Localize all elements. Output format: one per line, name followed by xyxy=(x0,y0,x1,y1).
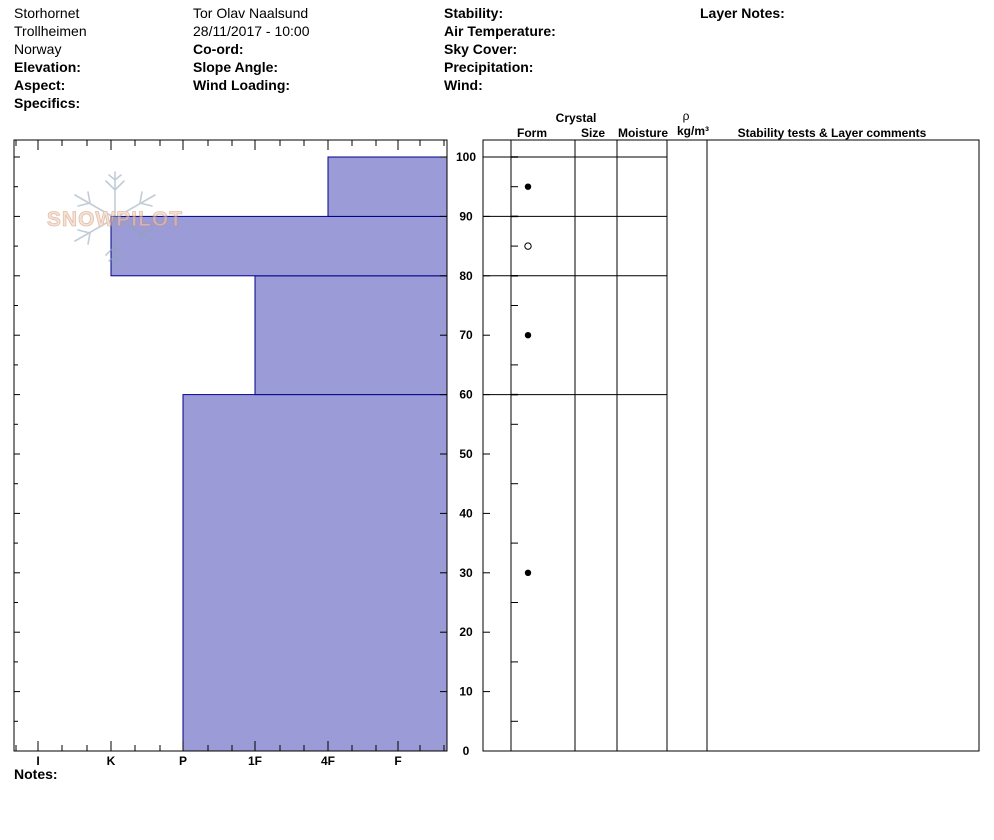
hardness-tick-label: F xyxy=(394,754,401,768)
form-header: Form xyxy=(517,126,547,140)
hardness-layer-bar xyxy=(110,215,448,277)
hardness-tick-label: K xyxy=(107,754,116,768)
height-tick-label: 10 xyxy=(459,685,473,699)
density-unit-header: kg/m³ xyxy=(677,124,709,138)
height-tick-label: 0 xyxy=(463,744,470,758)
elevation-label: Elevation: xyxy=(14,59,81,75)
hardness-layer-bar xyxy=(182,394,448,752)
crystal-form-filled-circle-marker xyxy=(524,569,532,576)
hardness-plot-frame xyxy=(13,139,448,752)
observer: Tor Olav Naalsund xyxy=(193,5,309,21)
datetime: 28/11/2017 - 10:00 xyxy=(193,23,310,39)
location: Storhornet xyxy=(14,5,80,21)
hardness-tick-label: I xyxy=(36,754,39,768)
coord-label: Co-ord: xyxy=(193,41,244,57)
sky-cover-label: Sky Cover: xyxy=(444,41,518,57)
snowflake-icon xyxy=(74,171,156,265)
hardness-layer-bar xyxy=(254,275,448,396)
hardness-layer-bar xyxy=(327,156,448,217)
hardness-tick-label: 1F xyxy=(248,754,262,768)
crystal-form-markers xyxy=(524,183,532,576)
hardness-axis: I K P 1F 4F F xyxy=(14,140,445,768)
height-tick-label: 70 xyxy=(459,328,473,342)
country: Norway xyxy=(14,41,62,57)
snow-profile-chart: Crystal Form Size Moisture ρ kg/m³ Stabi… xyxy=(13,109,980,768)
moisture-header: Moisture xyxy=(618,126,668,140)
size-header: Size xyxy=(581,126,605,140)
height-tick-label: 20 xyxy=(459,625,473,639)
hardness-layers xyxy=(110,156,448,752)
layer-table-frame xyxy=(482,139,980,752)
height-tick-label: 100 xyxy=(456,150,476,164)
snowpilot-wordmark: SNOWPILOT xyxy=(47,208,183,231)
stability-comments-header: Stability tests & Layer comments xyxy=(738,126,927,140)
height-tick-label: 30 xyxy=(459,566,473,580)
height-tick-label: 90 xyxy=(459,209,473,223)
aspect-label: Aspect: xyxy=(14,77,66,93)
crystal-form-filled-circle-marker xyxy=(524,332,532,339)
column-headers: Crystal Form Size Moisture ρ kg/m³ Stabi… xyxy=(517,109,927,140)
rho-header: ρ xyxy=(683,109,690,123)
layer-table-ticks xyxy=(511,156,518,722)
height-tick-label: 40 xyxy=(459,506,473,520)
crystal-form-open-circle-marker xyxy=(524,242,532,250)
layer-notes-label: Layer Notes: xyxy=(700,5,785,21)
crystal-header: Crystal xyxy=(556,111,597,125)
range: Trollheimen xyxy=(14,23,87,39)
slope-angle-label: Slope Angle: xyxy=(193,59,279,75)
precipitation-label: Precipitation: xyxy=(444,59,534,75)
height-axis: 0 10 20 30 40 50 60 70 80 90 100 xyxy=(440,150,490,758)
height-tick-label: 60 xyxy=(459,388,473,402)
wind-loading-label: Wind Loading: xyxy=(193,77,291,93)
notes-label: Notes: xyxy=(14,766,58,782)
stability-label: Stability: xyxy=(444,5,504,21)
air-temperature-label: Air Temperature: xyxy=(444,23,556,39)
height-tick-label: 80 xyxy=(459,269,473,283)
hardness-tick-label: P xyxy=(179,754,187,768)
height-tick-label: 50 xyxy=(459,447,473,461)
crystal-form-filled-circle-marker xyxy=(524,183,532,190)
hardness-tick-label: 4F xyxy=(321,754,335,768)
layer-table-columns xyxy=(510,140,708,751)
specifics-label: Specifics: xyxy=(14,95,81,111)
wind-label: Wind: xyxy=(444,77,483,93)
snowpilot-logo: SNOWPILOT xyxy=(47,171,183,265)
